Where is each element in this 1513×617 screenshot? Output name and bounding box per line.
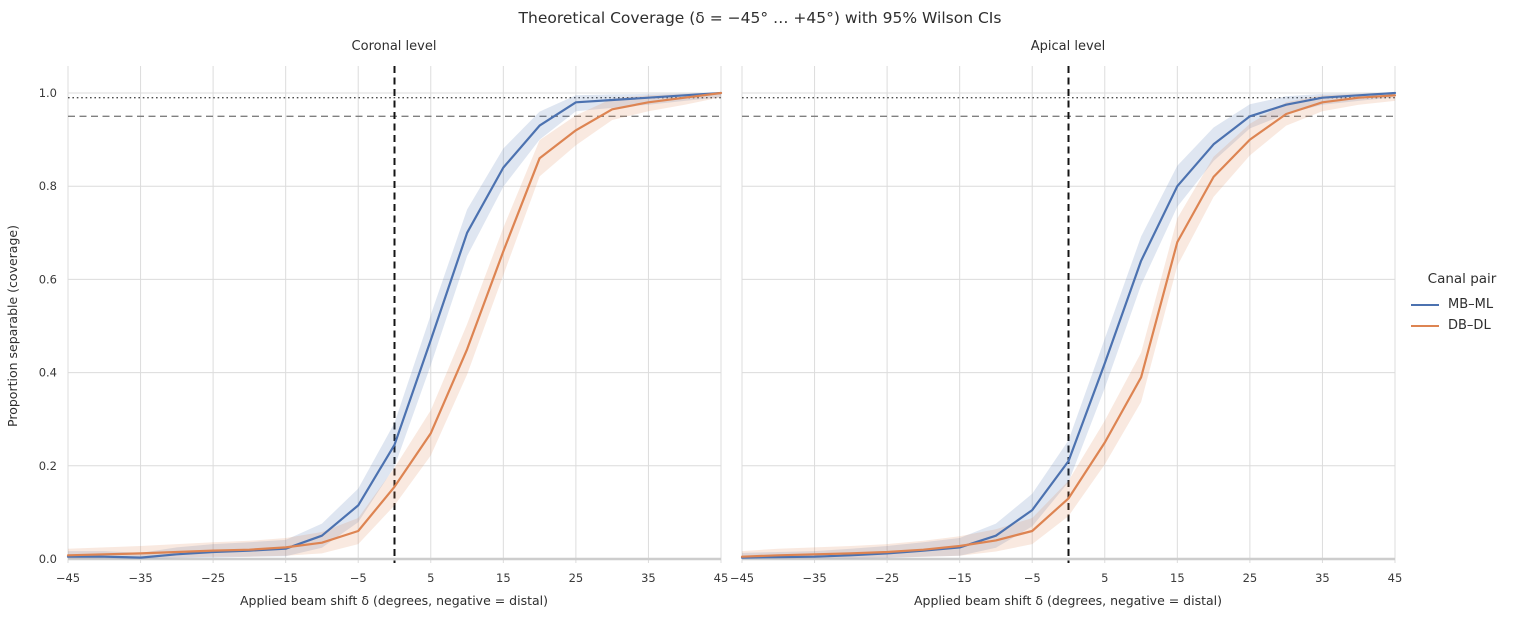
figure-title: Theoretical Coverage (δ = −45° … +45°) w…: [518, 9, 1002, 27]
x-tick-label: −15: [948, 571, 972, 585]
series-line-MB-ML: [740, 91, 1397, 559]
legend-label: MB–ML: [1448, 297, 1494, 312]
ci-band-MB-ML: [742, 93, 1395, 559]
legend-label: DB–DL: [1448, 318, 1491, 333]
ci-band-MB-ML: [68, 93, 721, 559]
legend: Canal pair MB–ML DB–DL: [1399, 271, 1511, 336]
y-tick-label: 0.2: [39, 459, 57, 473]
legend-entry-db-dl: DB–DL: [1399, 315, 1511, 336]
x-tick-label: −35: [128, 571, 152, 585]
x-tick-label: 35: [1315, 571, 1330, 585]
panel-coronal: [66, 66, 723, 563]
mb-ml-line-swatch: [1411, 303, 1439, 306]
y-tick-label: 0.0: [39, 552, 57, 566]
legend-entry-mb-ml: MB–ML: [1399, 294, 1511, 315]
y-tick-label: 1.0: [39, 86, 57, 100]
chart-layer: [66, 66, 1397, 563]
y-axis-label: Proportion separable (coverage): [5, 225, 20, 427]
panel-apical: [740, 66, 1397, 563]
x-tick-label: 25: [569, 571, 584, 585]
db-dl-line-swatch: [1411, 324, 1439, 327]
x-tick-label: 25: [1243, 571, 1258, 585]
x-tick-label: −15: [274, 571, 298, 585]
series-line-DB-DL: [66, 91, 723, 557]
x-tick-label: −5: [350, 571, 367, 585]
y-tick-label: 0.6: [39, 272, 57, 286]
x-tick-label: −45: [56, 571, 80, 585]
x-tick-label: −45: [730, 571, 754, 585]
x-tick-label: −25: [201, 571, 225, 585]
y-tick-label: 0.8: [39, 179, 57, 193]
panel-title-coronal: Coronal level: [352, 39, 437, 54]
series-line-DB-DL: [740, 94, 1397, 558]
x-tick-label: 45: [1388, 571, 1403, 585]
x-tick-label: 5: [1101, 571, 1108, 585]
x-tick-label: 15: [1170, 571, 1185, 585]
x-tick-label: 15: [496, 571, 511, 585]
x-axis-label-left: Applied beam shift δ (degrees, negative …: [240, 593, 548, 608]
x-tick-label: 5: [427, 571, 434, 585]
x-tick-label: −5: [1024, 571, 1041, 585]
x-tick-label: −25: [875, 571, 899, 585]
x-tick-label: −35: [802, 571, 826, 585]
legend-title: Canal pair: [1427, 271, 1497, 287]
series-line-MB-ML: [66, 91, 723, 559]
tick-layer: −45 −35 −25 −15 −5 5 15 25 35 45 −45 −35 −25 −15 −5 5 15…: [39, 86, 1403, 585]
y-tick-label: 0.4: [39, 366, 57, 380]
x-tick-label: 45: [714, 571, 729, 585]
x-tick-label: 35: [641, 571, 656, 585]
panel-title-apical: Apical level: [1031, 39, 1106, 54]
x-axis-label-right: Applied beam shift δ (degrees, negative …: [914, 593, 1222, 608]
